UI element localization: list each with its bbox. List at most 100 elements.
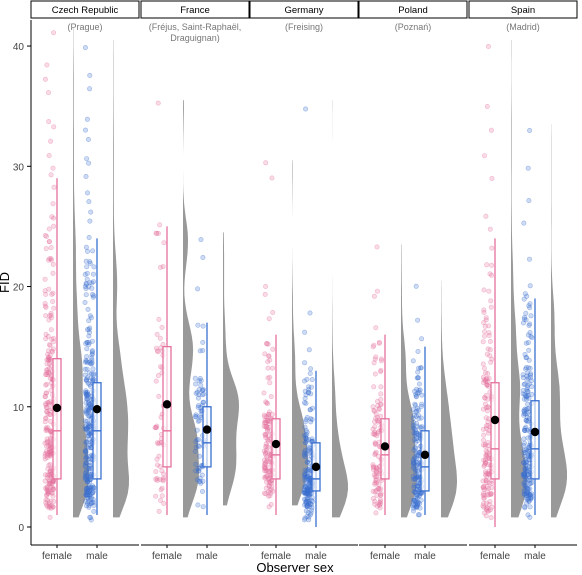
data-point: [372, 429, 378, 435]
data-point: [411, 488, 417, 494]
data-point: [304, 459, 310, 465]
data-point: [306, 384, 312, 390]
data-point: [50, 485, 56, 491]
data-point: [269, 411, 275, 417]
data-point: [160, 477, 166, 483]
data-point: [526, 303, 532, 309]
data-point: [412, 401, 418, 407]
data-point: [481, 333, 487, 339]
data-point: [528, 333, 534, 339]
data-point: [263, 420, 269, 426]
data-point: [89, 371, 95, 377]
data-point: [305, 479, 311, 485]
data-point: [305, 488, 311, 494]
data-point: [524, 466, 530, 472]
data-point: [527, 514, 533, 520]
data-point: [415, 499, 421, 505]
data-point: [375, 419, 381, 425]
data-point: [45, 489, 51, 495]
data-point: [378, 369, 384, 375]
data-point: [83, 408, 89, 414]
panel-czech-republic: Czech Republic (Prague) female male: [30, 0, 140, 562]
data-point: [83, 448, 89, 454]
data-point: [262, 465, 268, 471]
data-point: [371, 342, 377, 348]
mean-point: [202, 425, 212, 434]
data-point: [308, 391, 314, 397]
data-point: [89, 349, 95, 355]
data-point: [485, 419, 491, 425]
data-point: [372, 480, 378, 486]
data-point: [84, 474, 90, 480]
data-point: [302, 489, 308, 495]
data-point: [412, 489, 418, 495]
data-point: [411, 437, 417, 443]
data-point: [267, 487, 273, 493]
data-point: [157, 440, 163, 446]
data-point: [266, 353, 272, 359]
data-point: [194, 389, 200, 395]
data-point: [304, 485, 310, 491]
data-point: [487, 226, 493, 232]
data-point: [482, 442, 488, 448]
data-point: [522, 449, 528, 455]
data-point: [261, 420, 267, 426]
data-point: [267, 479, 273, 485]
data-point: [410, 473, 416, 479]
data-point: [373, 449, 379, 455]
data-point: [304, 474, 310, 480]
data-point: [522, 466, 528, 472]
data-point: [411, 484, 417, 490]
data-point: [488, 491, 494, 497]
data-point: [487, 507, 493, 513]
data-point: [521, 488, 527, 494]
data-point: [302, 419, 308, 425]
data-point: [195, 286, 201, 292]
data-point: [305, 486, 311, 492]
data-point: [87, 405, 93, 411]
data-point: [373, 442, 379, 448]
data-point: [522, 483, 528, 489]
data-point: [304, 429, 310, 435]
data-point: [46, 472, 52, 478]
data-point: [84, 418, 90, 424]
data-point: [415, 390, 421, 396]
data-point: [302, 502, 308, 508]
data-point: [262, 351, 268, 357]
data-point: [197, 413, 203, 419]
data-point: [43, 390, 49, 396]
data-point: [263, 450, 269, 456]
data-point: [84, 339, 90, 345]
density-cloud: [401, 244, 417, 518]
data-point: [521, 412, 527, 418]
data-point: [83, 464, 89, 470]
data-point: [43, 372, 49, 378]
data-point: [305, 485, 311, 491]
data-point: [197, 348, 203, 354]
data-point: [378, 492, 384, 498]
data-point: [84, 270, 90, 276]
data-point: [46, 286, 52, 292]
data-point: [308, 502, 314, 508]
data-point: [526, 322, 532, 328]
density-cloud: [332, 100, 348, 518]
data-point: [419, 336, 425, 342]
data-point: [413, 450, 419, 456]
data-point: [84, 468, 90, 474]
data-point: [489, 245, 495, 251]
data-point: [527, 365, 533, 371]
data-point: [412, 388, 418, 394]
data-point: [374, 465, 380, 471]
data-point: [195, 443, 201, 449]
data-point: [87, 402, 93, 408]
data-point: [44, 472, 50, 478]
data-point: [87, 479, 93, 485]
data-point: [42, 276, 48, 282]
data-point: [268, 480, 274, 486]
data-point: [156, 453, 162, 459]
data-point: [43, 502, 49, 508]
data-point: [522, 411, 528, 417]
data-point: [484, 507, 490, 513]
data-point: [47, 375, 53, 381]
data-point: [481, 462, 487, 468]
